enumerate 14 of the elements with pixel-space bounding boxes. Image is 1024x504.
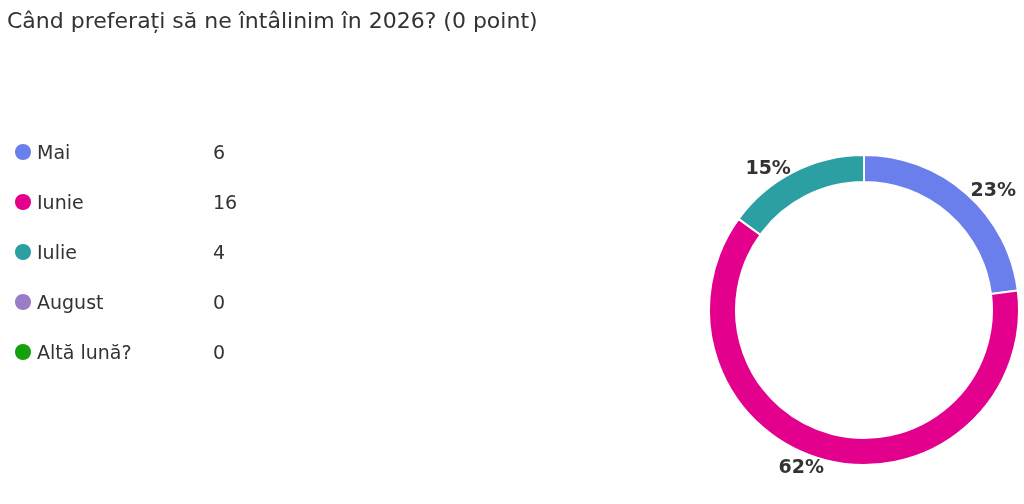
legend-label: Iulie (37, 241, 77, 263)
legend-label: August (37, 291, 104, 313)
data-label: 23% (970, 178, 1016, 201)
text: 4 (213, 241, 226, 263)
legend-label: Mai (37, 141, 71, 163)
text: 6 (213, 141, 226, 163)
legend-label: Altă lună? (37, 341, 132, 363)
data-label: 62% (778, 454, 824, 477)
chart-title: Când preferați să ne întâlinim în 2026? (0 point) (7, 7, 538, 33)
text: 0 (213, 291, 226, 313)
legend-label: Iunie (37, 191, 84, 213)
text: 16 (213, 191, 238, 213)
text: 0 (213, 341, 226, 363)
data-label: 15% (745, 155, 791, 178)
